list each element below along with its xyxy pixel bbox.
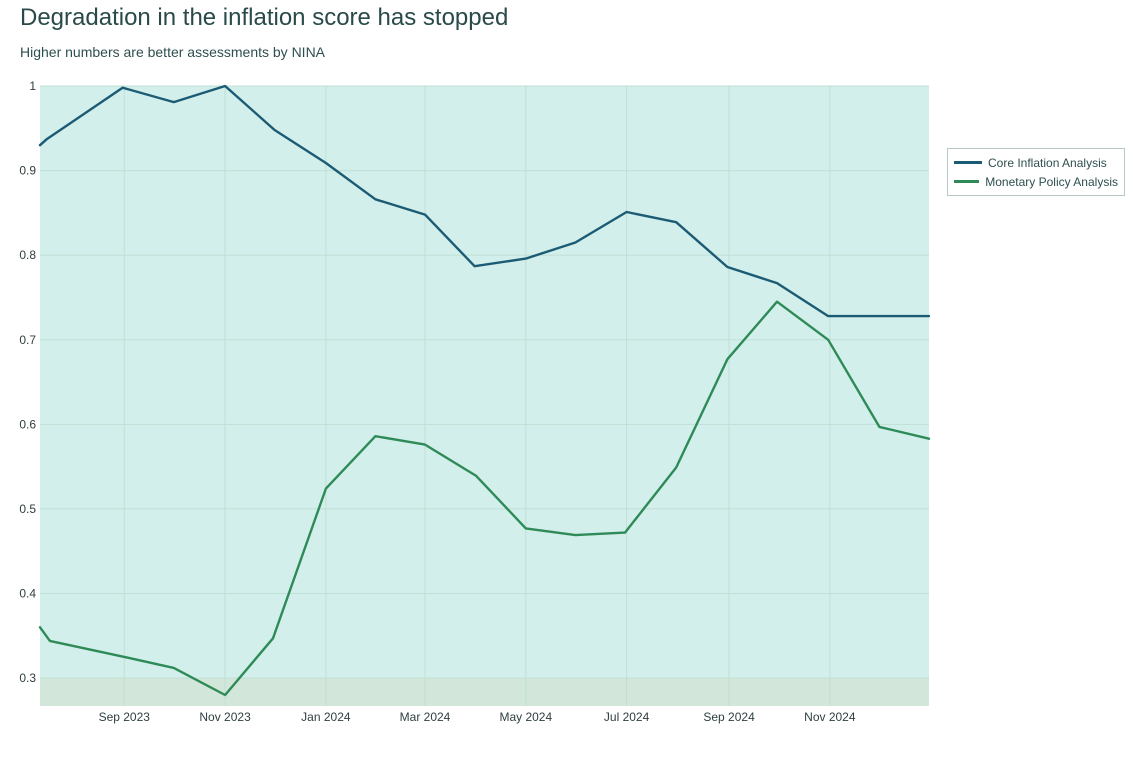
y-tick-label: 0.9 <box>19 164 36 178</box>
y-tick-label: 0.5 <box>19 502 36 516</box>
series-line-core-inflation-analysis[interactable] <box>38 84 931 318</box>
x-tick-label: Nov 2024 <box>804 710 856 724</box>
x-tick-label: Nov 2023 <box>199 710 251 724</box>
legend-swatch-monetary-policy <box>954 180 980 183</box>
y-tick-label: 0.4 <box>19 587 36 601</box>
y-tick-label: 1 <box>29 79 36 93</box>
series-line-monetary-policy-analysis[interactable] <box>38 300 931 697</box>
y-tick-label: 0.3 <box>19 671 36 685</box>
legend-label-monetary-policy: Monetary Policy Analysis <box>985 174 1118 189</box>
chart-legend[interactable]: Core Inflation Analysis Monetary Policy … <box>947 148 1125 196</box>
plot-area <box>40 86 929 706</box>
legend-item-monetary-policy[interactable]: Monetary Policy Analysis <box>954 172 1118 191</box>
y-tick-label: 0.6 <box>19 417 36 431</box>
legend-label-core-inflation: Core Inflation Analysis <box>988 155 1107 170</box>
chart-title: Degradation in the inflation score has s… <box>20 4 509 31</box>
chart-subtitle: Higher numbers are better assessments by… <box>20 44 326 60</box>
y-tick-label: 0.7 <box>19 333 36 347</box>
legend-item-core-inflation[interactable]: Core Inflation Analysis <box>954 153 1118 172</box>
x-tick-label: Mar 2024 <box>400 710 451 724</box>
x-tick-label: Sep 2023 <box>99 710 151 724</box>
x-tick-label: Jul 2024 <box>604 710 650 724</box>
legend-swatch-core-inflation <box>954 161 982 164</box>
x-tick-label: May 2024 <box>499 710 552 724</box>
x-tick-label: Jan 2024 <box>301 710 351 724</box>
low-score-band <box>40 678 929 706</box>
y-tick-label: 0.8 <box>19 248 36 262</box>
x-tick-label: Sep 2024 <box>703 710 755 724</box>
